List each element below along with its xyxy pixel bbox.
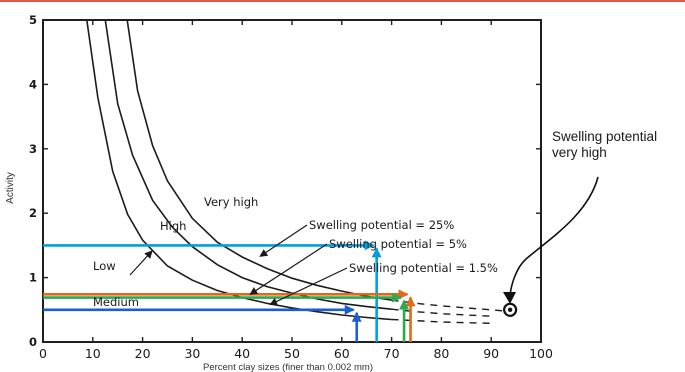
x-tick-label-10: 10 xyxy=(85,346,101,361)
x-tick-label-30: 30 xyxy=(184,346,200,361)
curve-label-3: Swelling potential = 1.5% xyxy=(349,261,498,275)
y-tick-label-1: 1 xyxy=(29,271,37,285)
y-axis-label: Activity xyxy=(5,172,16,204)
region-label-very-high: Very high xyxy=(204,195,258,209)
region-label-low: Low xyxy=(93,259,116,273)
x-tick-label-70: 70 xyxy=(384,346,400,361)
x-tick-label-40: 40 xyxy=(234,346,250,361)
annotation-swelling-very-high: Swelling potential very high xyxy=(552,129,658,160)
very-high-marker-ring xyxy=(503,302,518,317)
top-border xyxy=(0,0,685,2)
annotation-arrow xyxy=(509,176,599,297)
y-tick-label-0: 0 xyxy=(29,335,37,349)
y-tick-label-2: 2 xyxy=(29,206,37,220)
curve-label-1: Swelling potential = 25% xyxy=(309,218,454,232)
x-tick-label-80: 80 xyxy=(433,346,449,361)
curve-1-dashed xyxy=(391,299,507,312)
x-axis-label: Percent clay sizes (finer than 0.002 mm) xyxy=(203,362,373,372)
curve-label-leader-1 xyxy=(259,224,308,257)
curve-label-2: Swelling potential = 5% xyxy=(329,237,467,251)
region-label-medium: Medium xyxy=(93,295,139,309)
annotation-arrow-head xyxy=(503,292,516,304)
curve-3-dashed xyxy=(391,318,492,324)
curve-2-solid xyxy=(104,19,392,310)
curve-label-leader-2 xyxy=(249,243,328,295)
y-tick-label-5: 5 xyxy=(29,13,37,27)
curve-3-solid xyxy=(86,19,392,321)
x-tick-label-90: 90 xyxy=(483,346,499,361)
x-tick-label-50: 50 xyxy=(284,346,300,361)
very-high-marker-dot xyxy=(507,307,513,312)
region-label-high: High xyxy=(160,219,186,233)
curve-2-dashed xyxy=(391,308,492,317)
x-tick-label-20: 20 xyxy=(135,346,151,361)
y-tick-label-4: 4 xyxy=(29,77,37,91)
x-tick-label-100: 100 xyxy=(529,346,553,361)
y-tick-label-3: 3 xyxy=(29,142,37,156)
x-tick-label-0: 0 xyxy=(39,346,47,361)
x-tick-label-60: 60 xyxy=(334,346,350,361)
curve-label-leader-3 xyxy=(269,267,348,306)
region-arrow-low xyxy=(129,250,153,276)
curve-1-solid xyxy=(126,19,392,301)
